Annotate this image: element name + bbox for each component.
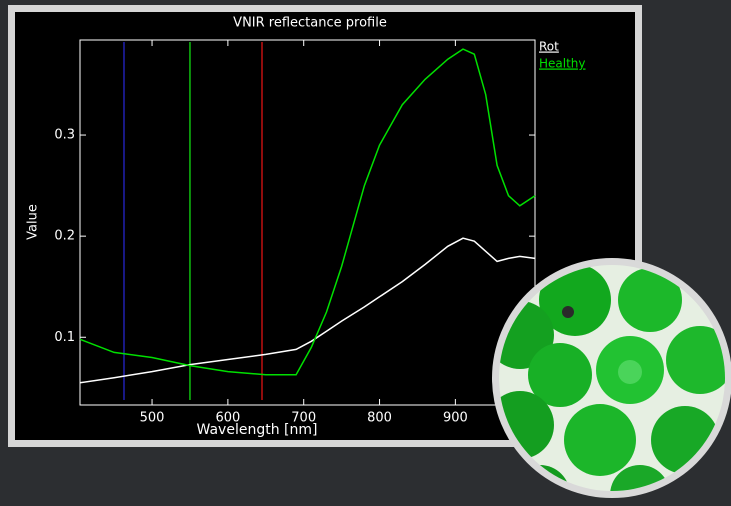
y-axis-label: Value [26, 204, 41, 240]
x-tick-label: 500 [140, 411, 165, 426]
x-tick-label: 900 [443, 411, 468, 426]
y-tick-label: 0.2 [54, 229, 75, 244]
y-tick-label: 0.1 [54, 330, 75, 345]
x-tick-label: 800 [367, 411, 392, 426]
legend-entry: Healthy [539, 57, 586, 71]
x-tick-label: 600 [215, 411, 240, 426]
legend-entry: Rot [539, 40, 559, 54]
y-tick-label: 0.3 [54, 128, 75, 143]
screen: VNIR reflectance profile Wavelength [nm]… [0, 0, 731, 506]
chart-title: VNIR reflectance profile [233, 16, 387, 31]
x-tick-label: 700 [291, 411, 316, 426]
